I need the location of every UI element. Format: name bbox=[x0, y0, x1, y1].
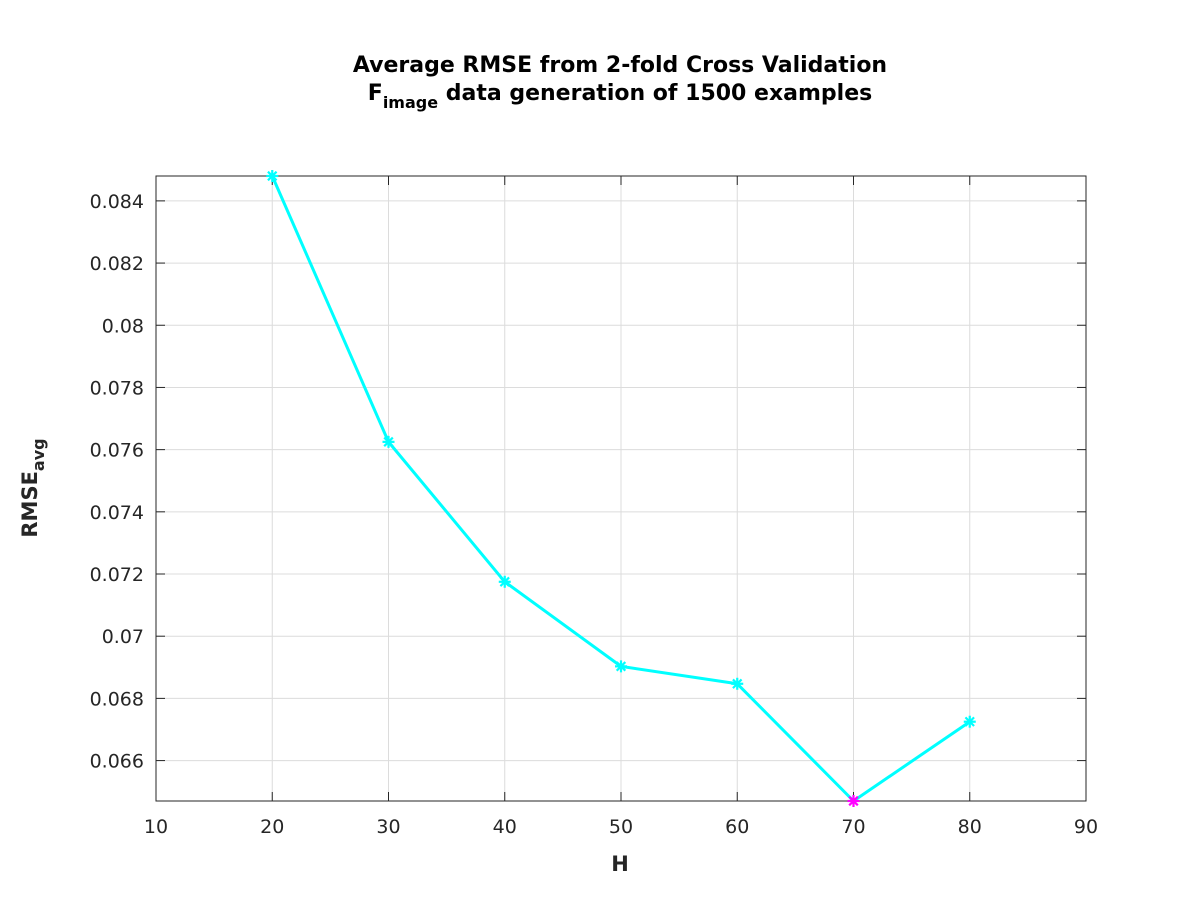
data-point-marker bbox=[382, 435, 395, 448]
data-point-marker bbox=[266, 170, 279, 182]
x-tick-label: 90 bbox=[1074, 816, 1098, 838]
x-tick-labels: 10 20 30 40 50 60 70 80 90 bbox=[144, 816, 1098, 838]
x-tick-label: 40 bbox=[493, 816, 517, 838]
x-tick-label: 60 bbox=[725, 816, 749, 838]
x-tick-label: 70 bbox=[841, 816, 865, 838]
y-tick-label: 0.074 bbox=[90, 502, 144, 524]
y-axis-label-subscript: avg bbox=[29, 438, 48, 471]
x-tick-label: 50 bbox=[609, 816, 633, 838]
y-tick-label: 0.08 bbox=[102, 315, 144, 337]
y-tick-label: 0.068 bbox=[90, 688, 144, 710]
data-point-marker bbox=[615, 660, 627, 673]
y-tick-label: 0.082 bbox=[90, 253, 144, 275]
y-tick-label: 0.078 bbox=[90, 377, 144, 399]
y-tick-label: 0.072 bbox=[90, 564, 144, 586]
y-tick-label: 0.076 bbox=[90, 440, 144, 462]
title-line2-rest: data generation of 1500 examples bbox=[438, 81, 872, 106]
series-markers bbox=[266, 170, 976, 807]
minimum-point-marker bbox=[847, 795, 860, 807]
y-tick-label: 0.084 bbox=[90, 191, 144, 213]
y-tick-label: 0.066 bbox=[90, 751, 144, 773]
title-line2-main: F bbox=[368, 81, 383, 106]
plot-frame bbox=[155, 175, 1087, 802]
x-tick-label: 80 bbox=[958, 816, 982, 838]
data-point-marker bbox=[731, 677, 744, 690]
x-tick-label: 20 bbox=[260, 816, 284, 838]
y-axis-label: RMSEavg bbox=[18, 438, 48, 537]
chart-title-line1: Average RMSE from 2-fold Cross Validatio… bbox=[353, 53, 887, 78]
x-axis-label: H bbox=[611, 852, 629, 876]
title-line2-subscript: image bbox=[383, 93, 438, 112]
y-tick-label: 0.07 bbox=[102, 626, 144, 648]
y-tick-labels: 0.066 0.068 0.07 0.072 0.074 0.076 0.078 0.08 0.… bbox=[90, 191, 144, 773]
x-tick-label: 10 bbox=[144, 816, 168, 838]
data-point-marker bbox=[963, 715, 976, 728]
x-tick-label: 30 bbox=[376, 816, 400, 838]
y-axis-label-main: RMSE bbox=[18, 471, 42, 538]
data-point-marker bbox=[498, 575, 511, 588]
chart-title-line2: Fimage data generation of 1500 examples bbox=[368, 81, 872, 112]
